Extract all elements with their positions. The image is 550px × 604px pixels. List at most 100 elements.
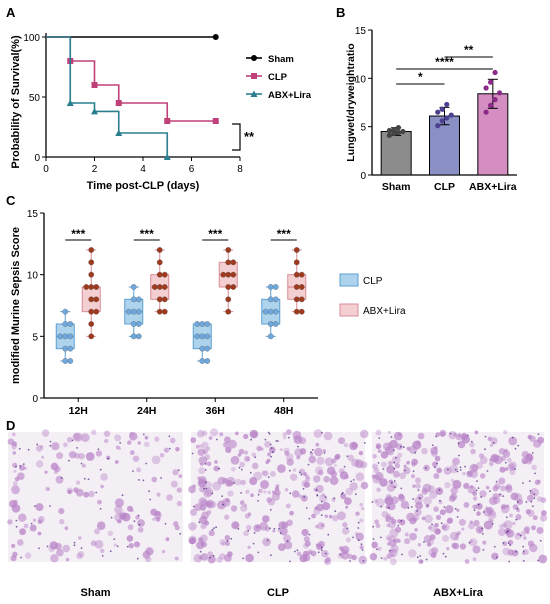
tissue-cell (251, 462, 259, 470)
nucleus (489, 490, 491, 492)
tissue-cell (505, 529, 515, 538)
tissue-cell (166, 494, 173, 501)
tissue-cell (154, 436, 160, 442)
tissue-cell (227, 553, 231, 558)
tissue-cell (59, 519, 65, 525)
nucleus (511, 436, 514, 439)
tissue-cell (128, 543, 134, 549)
tissue-cell (100, 548, 105, 554)
nucleus (475, 489, 478, 492)
nucleus (73, 541, 76, 544)
tissue-cell (24, 552, 32, 559)
data-point (400, 128, 406, 135)
tissue-cell (538, 554, 548, 564)
tissue-cell (176, 500, 183, 507)
tissue-cell (375, 429, 382, 436)
tissue-cell (292, 468, 297, 472)
nucleus (222, 503, 225, 506)
nucleus (46, 545, 49, 548)
nucleus (132, 470, 134, 472)
nucleus (412, 498, 414, 500)
tissue-cell (343, 442, 349, 448)
tissue-cell (259, 480, 269, 490)
nucleus (272, 451, 274, 454)
tissue-cell (221, 541, 225, 546)
nucleus (434, 466, 436, 469)
tissue-cell (523, 536, 527, 540)
tissue-cell (152, 517, 156, 521)
tissue-cell (417, 543, 422, 547)
tissue-cell (249, 429, 259, 439)
tissue-cell (374, 519, 379, 525)
data-point (267, 333, 274, 340)
tissue-cell (371, 474, 376, 479)
tissue-cell (78, 536, 82, 540)
tissue-cell (531, 464, 537, 470)
data-point (135, 296, 142, 303)
nucleus (443, 506, 446, 509)
tissue-cell (202, 448, 208, 455)
nucleus (27, 448, 30, 451)
tissue-cell (433, 473, 440, 479)
tissue-cell (76, 480, 81, 485)
survival-marker (212, 118, 219, 124)
tissue-cell (512, 521, 516, 525)
tissue-cell (272, 529, 276, 533)
nucleus (431, 444, 434, 447)
tissue-cell (137, 441, 141, 445)
nucleus (317, 551, 320, 554)
tissue-cell (469, 469, 478, 479)
nucleus (60, 477, 63, 479)
tissue-cell (321, 550, 329, 558)
tissue-cell (127, 524, 134, 531)
tissue-cell (245, 456, 251, 462)
nucleus (522, 482, 524, 484)
tissue-cell (264, 526, 270, 532)
nucleus (410, 506, 413, 508)
comparison-label: **** (435, 55, 454, 69)
nucleus (502, 495, 505, 497)
tissue-cell (347, 454, 355, 462)
tissue-cell (200, 499, 208, 507)
tissue-cell (446, 518, 453, 525)
data-point (298, 308, 305, 315)
tissue-cell (345, 487, 354, 496)
tissue-cell (434, 446, 438, 450)
nucleus (473, 509, 476, 512)
data-point (272, 321, 279, 327)
tissue-cell (359, 545, 364, 550)
nucleus (267, 476, 270, 478)
tissue-cell (459, 543, 467, 550)
tissue-cell (469, 539, 473, 543)
tissue-cell (41, 429, 50, 437)
nucleus (99, 468, 102, 471)
tissue-cell (305, 476, 311, 482)
tissue-cell (389, 558, 397, 566)
tissue-cell (56, 548, 64, 557)
tissue-cell (159, 452, 165, 458)
tissue-cell (469, 538, 478, 547)
tissue-cell (115, 445, 120, 450)
nucleus (252, 542, 255, 545)
tissue-cell (515, 514, 522, 520)
nucleus (205, 487, 208, 490)
tissue-cell (435, 514, 442, 521)
tissue-cell (452, 479, 462, 489)
legend-label: ABX+Lira (268, 90, 312, 101)
nucleus (352, 536, 354, 539)
nucleus (419, 555, 422, 557)
nucleus (212, 554, 215, 557)
nucleus (268, 433, 271, 435)
data-point (262, 308, 269, 315)
nucleus (435, 435, 437, 438)
nucleus (423, 541, 425, 543)
significance-bracket (232, 123, 241, 151)
nucleus (68, 459, 70, 462)
nucleus (477, 487, 480, 489)
nucleus (221, 495, 224, 498)
tissue-cell (63, 442, 68, 448)
tissue-cell (474, 430, 479, 435)
tissue-cell (169, 437, 176, 444)
data-point (130, 321, 137, 327)
tissue-cell (73, 432, 83, 442)
